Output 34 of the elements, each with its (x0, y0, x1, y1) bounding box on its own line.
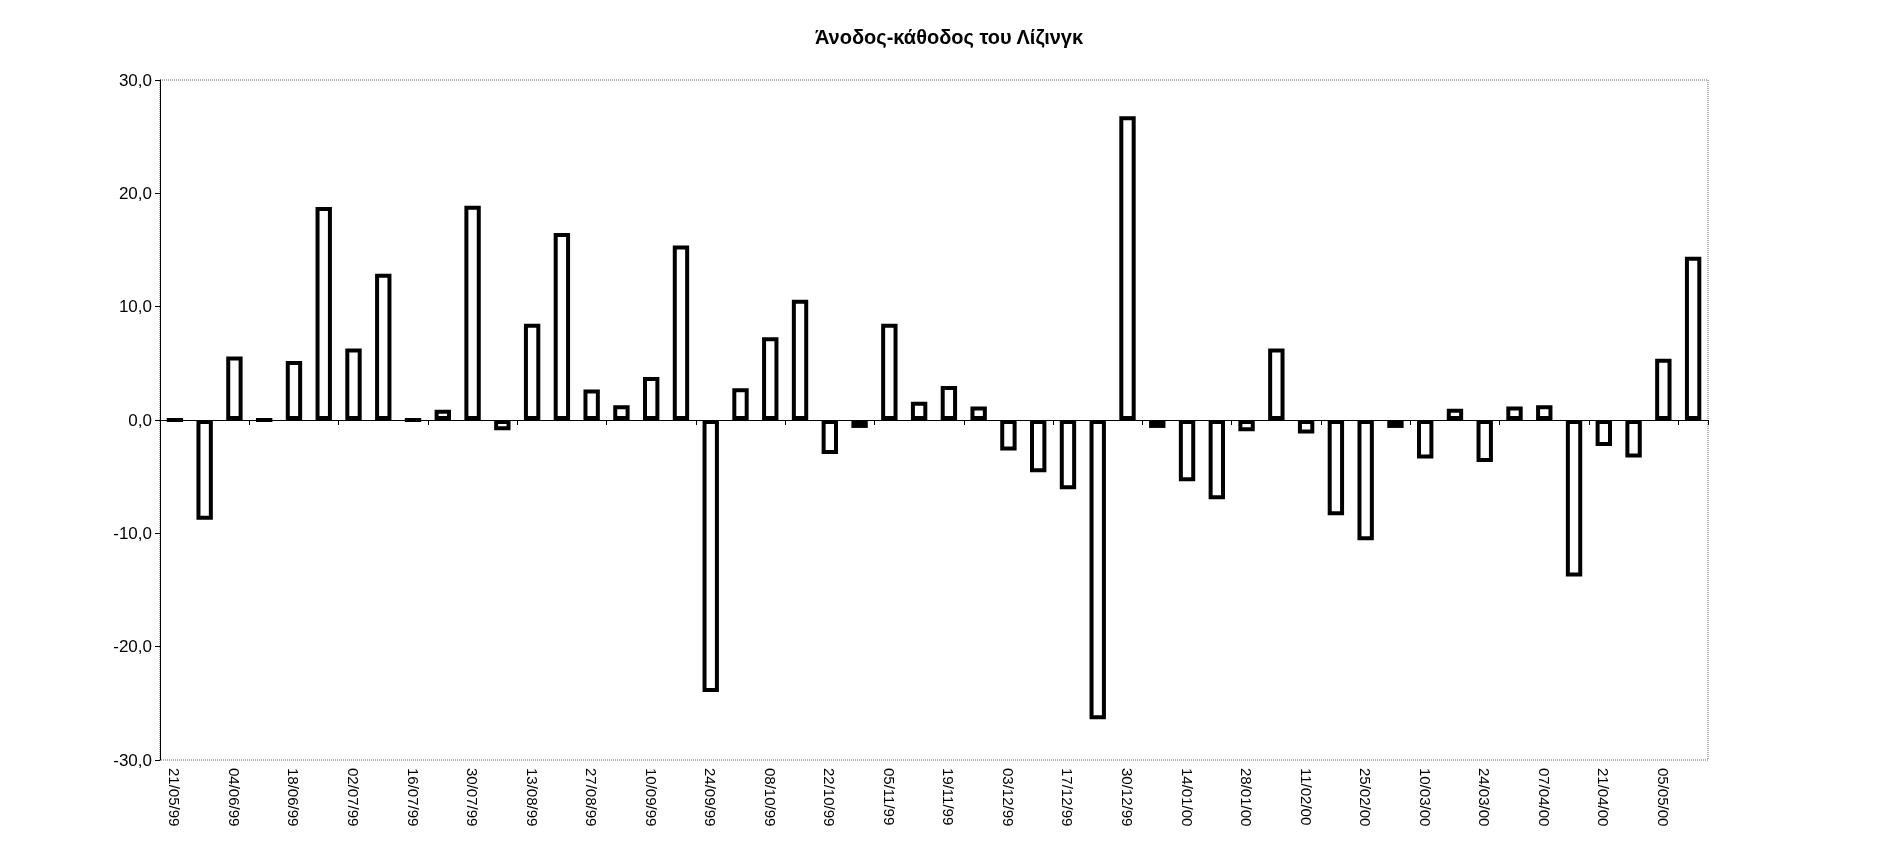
x-tick-label: 03/12/99 (999, 768, 1017, 827)
x-tick-label: 22/10/99 (821, 768, 839, 827)
x-tick-label: 25/02/00 (1357, 768, 1375, 827)
x-tick-label: 04/06/99 (225, 768, 243, 827)
x-tick-label: 08/10/99 (761, 768, 779, 827)
x-tick-label: 19/11/99 (940, 768, 958, 826)
x-tick-label: 14/01/00 (1178, 768, 1196, 827)
x-tick-label: 28/01/00 (1238, 768, 1256, 827)
y-tick-label: 10,0 (118, 297, 152, 317)
y-tick-label: -20,0 (113, 637, 152, 657)
x-tick-label: 21/05/99 (166, 768, 184, 827)
x-tick-label: 24/03/00 (1476, 768, 1494, 827)
x-tick-label: 17/12/99 (1059, 768, 1077, 827)
y-tick-label: 30,0 (118, 70, 152, 90)
y-tick-label: 20,0 (118, 183, 152, 203)
y-tick-label: -30,0 (113, 750, 152, 770)
y-tick-label: 0,0 (128, 410, 152, 430)
x-tick-label: 30/12/99 (1119, 768, 1136, 827)
x-tick-label: 18/06/99 (285, 768, 303, 827)
x-tick-label: 27/08/99 (583, 768, 601, 827)
chart-title: Άνοδος-κάθοδος του Λίζινγκ (814, 26, 1084, 48)
x-tick-label: 21/04/00 (1595, 768, 1613, 827)
x-tick-label: 10/09/99 (642, 768, 660, 827)
x-tick-label: 05/05/00 (1654, 768, 1672, 827)
x-tick-label: 24/09/99 (702, 768, 720, 827)
x-tick-label: 16/07/99 (404, 768, 422, 827)
x-tick-label: 02/07/99 (345, 768, 362, 827)
x-tick-label: 11/02/00 (1297, 768, 1315, 826)
x-tick-label: 10/03/00 (1416, 768, 1434, 827)
x-tick-label: 05/11/99 (880, 768, 898, 826)
x-tick-label: 07/04/00 (1535, 768, 1553, 827)
x-tick-label: 30/07/99 (464, 768, 482, 827)
y-tick-label: -10,0 (113, 523, 152, 543)
x-tick-label: 13/08/99 (523, 768, 541, 827)
